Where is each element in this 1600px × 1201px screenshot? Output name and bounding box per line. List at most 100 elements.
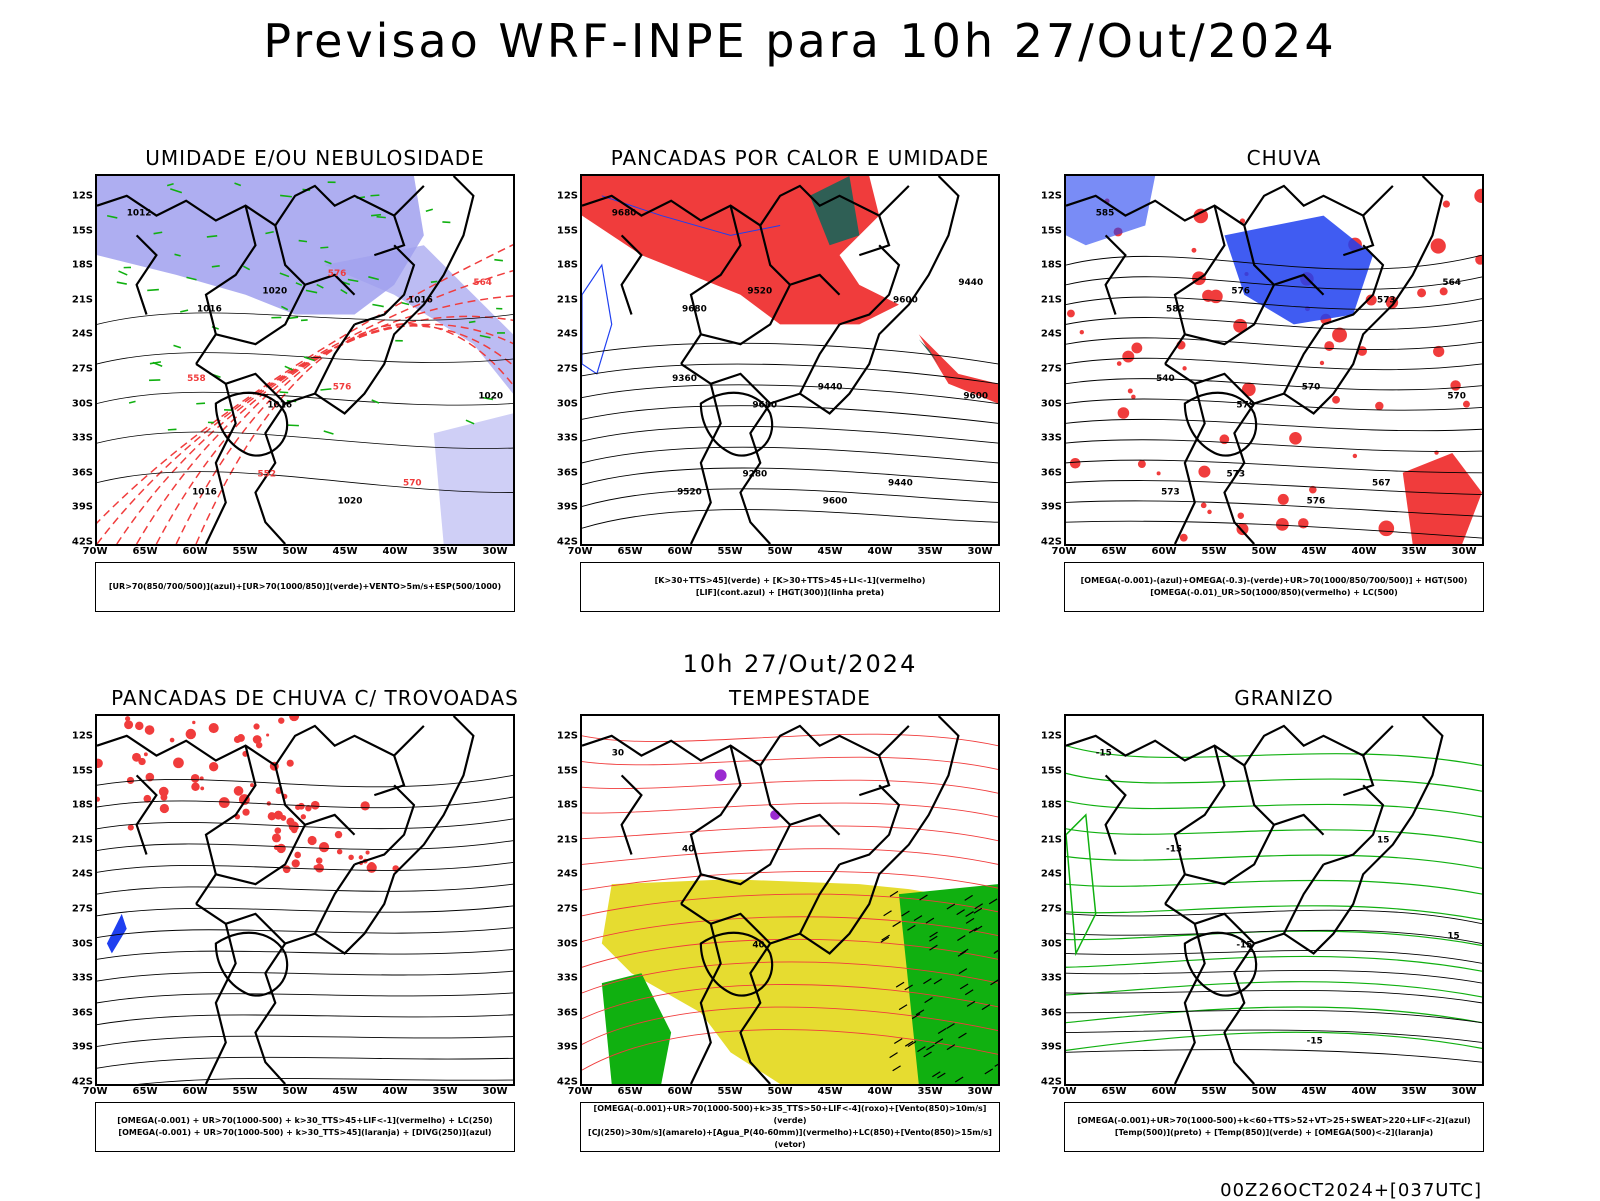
map-border [699, 391, 774, 457]
lon-label: 55W [232, 546, 258, 557]
contour-label: 576 [1231, 287, 1250, 297]
lat-label: 39S [556, 501, 578, 513]
contour-label: 15 [1447, 932, 1459, 942]
lat-label: 12S [71, 730, 93, 742]
lat-label: 27S [71, 363, 93, 375]
map-border [739, 942, 772, 1084]
map-border [314, 176, 475, 415]
contour-label: 9360 [672, 374, 697, 384]
contour-label: 9280 [742, 470, 767, 480]
panel-umidade: UMIDADE E/OU NEBULOSIDADE 1012 1016 1016 102… [71, 146, 555, 626]
map-border [1104, 774, 1127, 855]
map-border [274, 765, 356, 836]
map-border [680, 205, 742, 365]
contour-label: 40 [682, 845, 694, 855]
lat-label: 24S [556, 868, 578, 880]
map-border [195, 205, 257, 365]
contour-label: 9680 [682, 305, 707, 315]
lat-label: 21S [556, 834, 578, 846]
lat-label: 39S [1040, 1041, 1062, 1053]
lat-label: 21S [1040, 294, 1062, 306]
contour-label: 567 [1372, 479, 1391, 489]
map-border [1342, 755, 1375, 797]
lon-label: 70W [82, 546, 108, 557]
lon-label: 70W [1051, 546, 1077, 557]
map-border [214, 391, 289, 457]
contour-label: -15 [1307, 1036, 1323, 1046]
lat-label: 27S [556, 363, 578, 375]
lat-label: 42S [71, 536, 93, 548]
lon-label: 65W [132, 546, 158, 557]
lat-label: 33S [556, 972, 578, 984]
map-border [700, 284, 791, 346]
lat-label: 24S [71, 328, 93, 340]
map-border [1283, 176, 1444, 415]
contour-label: 9440 [958, 278, 983, 288]
contour-label: -15 [1236, 940, 1252, 950]
map-plot: 585 582 579 576 573 570 573 576 570 567 564 540 573 [1064, 174, 1484, 546]
lon-label: 70W [567, 1086, 593, 1097]
contour-label: 552 [257, 470, 276, 480]
lat-label: 33S [71, 972, 93, 984]
lat-label: 30S [1040, 938, 1062, 950]
lon-label: 70W [567, 546, 593, 557]
panel-title: TEMPESTADE [729, 686, 871, 710]
map-plot: -15 -15 -15 -15 15 15 [1064, 714, 1484, 1086]
contour-label: 576 [1307, 496, 1326, 506]
map-border [839, 784, 901, 866]
map-border [1173, 923, 1206, 1084]
map-border [373, 755, 406, 797]
legend-line: [UR>70(850/700/500)](azul)+[UR>70(1000/8… [108, 582, 502, 591]
contour-label: 1016 [192, 488, 217, 498]
lat-label: 15S [556, 765, 578, 777]
map-border [135, 234, 158, 315]
lon-label: 50W [1251, 1086, 1277, 1097]
map-svg: 9680 9680 9680 9600 9600 9600 9520 9520 9440 9440… [582, 176, 998, 544]
lat-label: 12S [71, 190, 93, 202]
main-title: Previsao WRF-INPE para 10h 27/Out/2024 [263, 14, 1337, 68]
map-border [135, 774, 158, 855]
map-svg [97, 716, 513, 1084]
lat-label: 15S [556, 225, 578, 237]
map-border [1243, 724, 1394, 767]
lat-label: 36S [556, 467, 578, 479]
lon-label: 40W [382, 1086, 408, 1097]
panel-title: CHUVA [1246, 146, 1322, 170]
map-border [689, 383, 722, 544]
lon-label: 50W [767, 1086, 793, 1097]
map-svg: 585 582 579 576 573 570 573 576 570 567 564 540 573 [1066, 176, 1482, 544]
lat-label: 33S [1040, 972, 1062, 984]
contour-label: 1020 [262, 287, 287, 297]
contour-label: 9520 [677, 488, 702, 498]
lat-label: 30S [556, 398, 578, 410]
map-border [680, 745, 742, 905]
map-svg: -15 -15 -15 -15 15 15 [1066, 716, 1482, 1084]
map-border [699, 931, 774, 997]
contour-label: 1016 [267, 400, 292, 410]
map-border [215, 284, 306, 346]
map-border [839, 244, 901, 326]
panel-legend: [OMEGA(-0.001)-(azul)+OMEGA(-0.3)-(verde… [1064, 562, 1484, 612]
map-border [1243, 184, 1394, 227]
contour-label: 573 [1226, 470, 1245, 480]
lat-label: 21S [71, 834, 93, 846]
lon-label: 55W [232, 1086, 258, 1097]
lat-label: 24S [71, 868, 93, 880]
lon-label: 50W [1251, 546, 1277, 557]
contour-label: 9600 [893, 296, 918, 306]
lon-label: 35W [917, 1086, 943, 1097]
lon-label: 45W [1301, 546, 1327, 557]
map-border [759, 225, 841, 296]
map-border [204, 383, 237, 544]
map-border [689, 923, 722, 1084]
lon-label: 30W [1451, 1086, 1477, 1097]
lon-label: 45W [332, 1086, 358, 1097]
map-border [858, 755, 891, 797]
map-border [1223, 942, 1256, 1084]
map-border [799, 716, 960, 955]
contour-label: 570 [403, 479, 422, 489]
lon-label: 45W [817, 546, 843, 557]
lat-label: 30S [556, 938, 578, 950]
map-border [204, 923, 237, 1084]
contour-label: 9520 [747, 287, 772, 297]
